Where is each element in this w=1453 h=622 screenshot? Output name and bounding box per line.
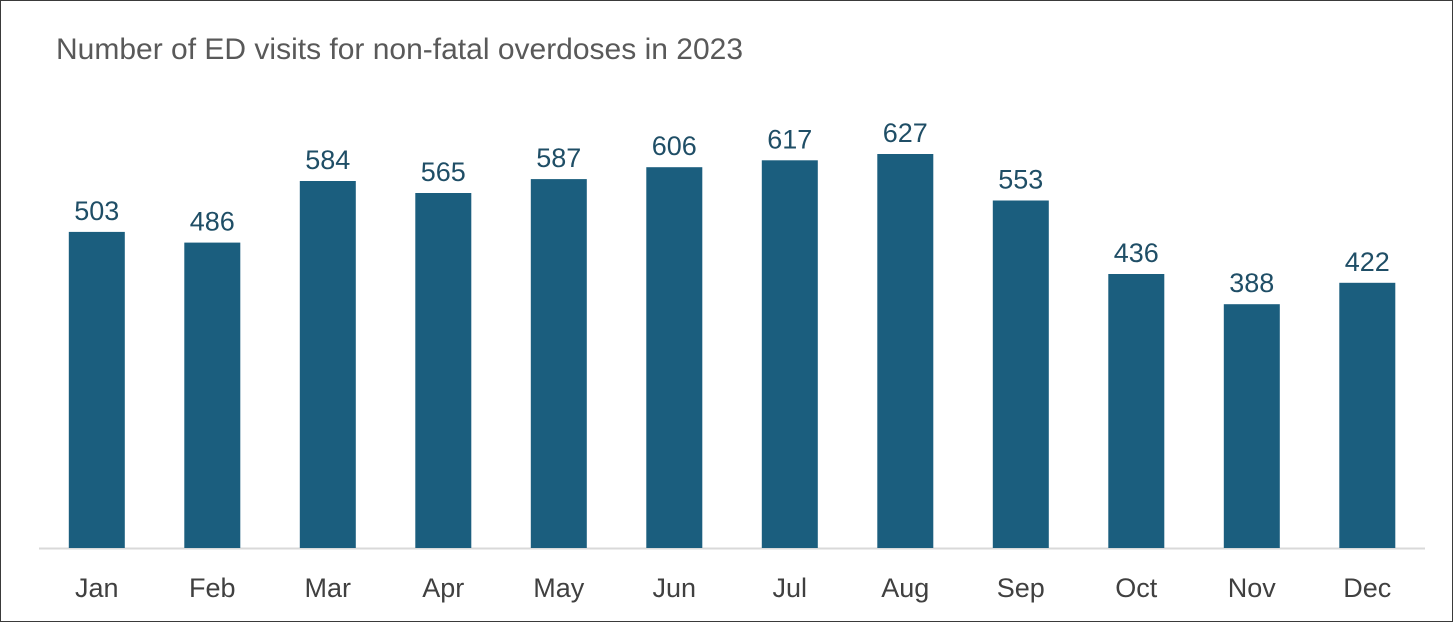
- x-tick-label-aug: Aug: [881, 573, 929, 603]
- data-label-oct: 436: [1114, 238, 1159, 268]
- data-label-aug: 627: [883, 118, 928, 148]
- x-tick-label-apr: Apr: [422, 573, 464, 603]
- x-tick-label-nov: Nov: [1228, 573, 1277, 603]
- x-tick-label-jul: Jul: [773, 573, 808, 603]
- data-label-nov: 388: [1229, 268, 1274, 298]
- x-tick-label-feb: Feb: [189, 573, 236, 603]
- bar-jun: [646, 167, 703, 548]
- data-label-jan: 503: [74, 196, 119, 226]
- data-label-jul: 617: [767, 124, 812, 154]
- x-tick-label-jun: Jun: [653, 573, 697, 603]
- bar-apr: [415, 193, 472, 548]
- bar-nov: [1223, 304, 1280, 548]
- x-tick-label-mar: Mar: [305, 573, 352, 603]
- bar-dec: [1339, 282, 1396, 548]
- data-label-mar: 584: [305, 145, 350, 175]
- x-tick-label-sep: Sep: [997, 573, 1045, 603]
- bar-jan: [68, 231, 125, 548]
- data-label-sep: 553: [998, 165, 1043, 195]
- x-tick-label-may: May: [533, 573, 585, 603]
- data-label-feb: 486: [190, 207, 235, 237]
- bar-mar: [299, 181, 356, 548]
- x-tick-label-jan: Jan: [75, 573, 119, 603]
- data-label-jun: 606: [652, 131, 697, 161]
- data-label-apr: 565: [421, 157, 466, 187]
- x-tick-label-oct: Oct: [1115, 573, 1158, 603]
- bar-sep: [992, 200, 1049, 548]
- chart-title: Number of ED visits for non-fatal overdo…: [56, 33, 743, 66]
- data-label-dec: 422: [1345, 247, 1390, 277]
- bar-may: [530, 179, 587, 548]
- bar-aug: [877, 154, 934, 548]
- x-tick-label-dec: Dec: [1343, 573, 1391, 603]
- bar-oct: [1108, 274, 1165, 548]
- bar-feb: [184, 242, 241, 548]
- bar-jul: [761, 160, 818, 549]
- data-label-may: 587: [536, 143, 581, 173]
